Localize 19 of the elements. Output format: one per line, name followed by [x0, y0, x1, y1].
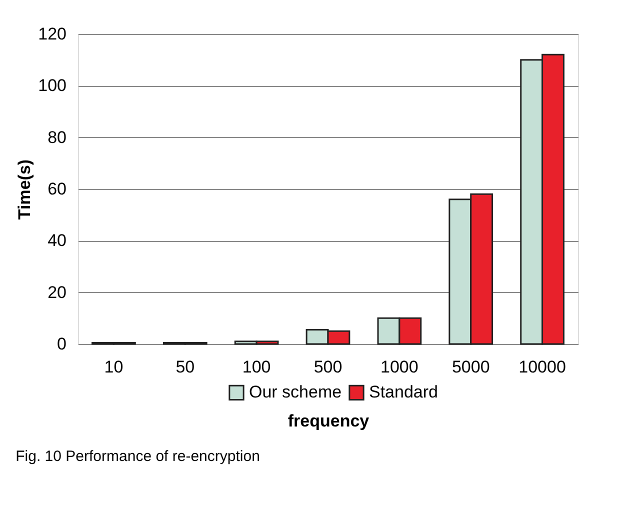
- x-tick-label: 10000: [518, 358, 566, 376]
- y-axis-title: Time(s): [15, 159, 34, 220]
- caption: Fig. 10 Performance of re-encryption: [16, 448, 260, 465]
- x-tick-label: 500: [314, 358, 342, 376]
- y-tick-label: 60: [48, 180, 66, 198]
- legend-label: Our scheme: [249, 382, 342, 402]
- x-tick-label: 100: [242, 358, 271, 376]
- x-tick-label: 50: [176, 358, 195, 376]
- y-tick-label: 0: [57, 334, 66, 354]
- y-tick-label: 40: [48, 231, 66, 250]
- legend-label: Standard: [369, 382, 438, 402]
- x-tick-label: 5000: [452, 358, 490, 376]
- x-tick-label: 1000: [380, 358, 418, 376]
- y-tick-label: 80: [48, 128, 66, 147]
- y-tick-label: 120: [38, 24, 66, 44]
- x-axis-title: frequency: [288, 412, 370, 430]
- y-tick-label: 20: [48, 282, 66, 302]
- x-tick-label: 10: [104, 358, 124, 376]
- y-tick-label: 100: [38, 76, 66, 96]
